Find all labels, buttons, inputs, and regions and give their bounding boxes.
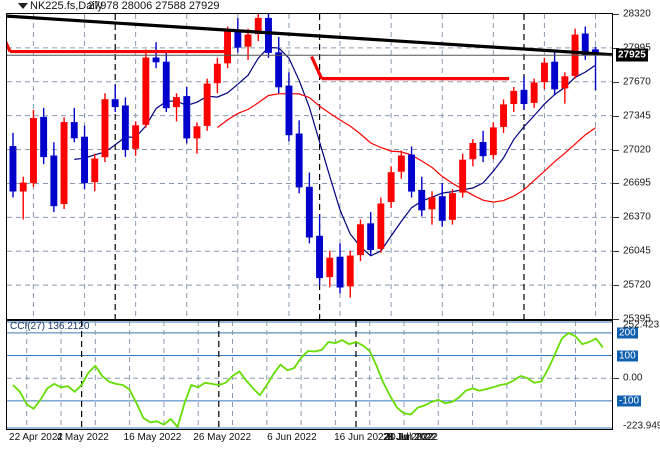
price-chart-pane[interactable] xyxy=(6,13,613,320)
date-axis-label: 16 May 2022 xyxy=(123,432,182,443)
symbol-title: NK225.fs,Daily xyxy=(30,0,103,12)
price-axis-label: 25720 xyxy=(623,279,651,291)
ohlc-values: 27978 28006 27588 27929 xyxy=(88,0,220,12)
axis-tick xyxy=(613,217,619,219)
axis-tick xyxy=(613,285,619,287)
date-axis-label: 16 Jun 2022 xyxy=(334,432,390,443)
date-axis-label: 28 Jun 2022 xyxy=(382,432,438,443)
price-axis-label: 27995 xyxy=(623,42,651,53)
price-axis-label: 27020 xyxy=(623,144,651,156)
chart-header: NK225.fs,Daily 27978 28006 27588 27929 ⋮ xyxy=(0,0,660,13)
cci-axis-label: 100 xyxy=(617,350,638,362)
cci-axis-label: 200 xyxy=(617,327,638,339)
axis-tick xyxy=(613,183,619,185)
date-axis[interactable]: 22 Apr 2022 4 May 2022 16 May 2022 26 May 2… xyxy=(0,430,660,450)
cci-plot xyxy=(7,321,612,429)
date-axis-label: 22 Apr 2022 xyxy=(9,432,63,443)
price-axis-label: 27345 xyxy=(623,110,651,122)
vertical-dots-icon[interactable]: ⋮ xyxy=(193,0,203,9)
cci-label: CCI(27) 136.2120 xyxy=(10,321,90,332)
cci-axis-label: -100 xyxy=(617,395,642,407)
date-axis-label: 20 Jul 2022 xyxy=(384,432,437,443)
axis-tick xyxy=(613,149,619,151)
axis-tick xyxy=(613,319,619,320)
price-axis[interactable]: 28320 27995 27670 27345 27020 26695 26370 26045… xyxy=(613,9,660,432)
date-axis-label: 8 Jul 2022 xyxy=(387,432,434,443)
price-plot xyxy=(7,14,612,319)
date-axis-label: 6 Jun 2022 xyxy=(267,432,317,443)
current-price-marker: 27925 xyxy=(616,48,648,62)
price-axis-label: 26370 xyxy=(623,211,651,223)
price-axis-label: 28320 xyxy=(623,8,651,20)
triangle-down-icon[interactable] xyxy=(18,3,28,9)
axis-tick xyxy=(613,47,619,49)
date-axis-label: 26 May 2022 xyxy=(193,432,252,443)
price-axis-label: 26695 xyxy=(623,177,651,189)
cci-axis-label: 252.4231 xyxy=(623,319,660,331)
cci-axis-label: -223.949 xyxy=(623,420,660,432)
axis-tick xyxy=(613,81,619,83)
cci-axis-label: 0.00 xyxy=(623,372,643,384)
axis-tick xyxy=(613,14,619,15)
axis-tick xyxy=(613,115,619,117)
axis-tick xyxy=(613,251,619,253)
price-axis-label: 26045 xyxy=(623,245,651,257)
cci-indicator-pane[interactable] xyxy=(6,320,613,430)
date-axis-label: 4 May 2022 xyxy=(56,432,109,443)
axis-tick xyxy=(613,378,619,380)
price-axis-label: 25395 xyxy=(623,313,651,325)
price-axis-label: 27670 xyxy=(623,76,651,88)
